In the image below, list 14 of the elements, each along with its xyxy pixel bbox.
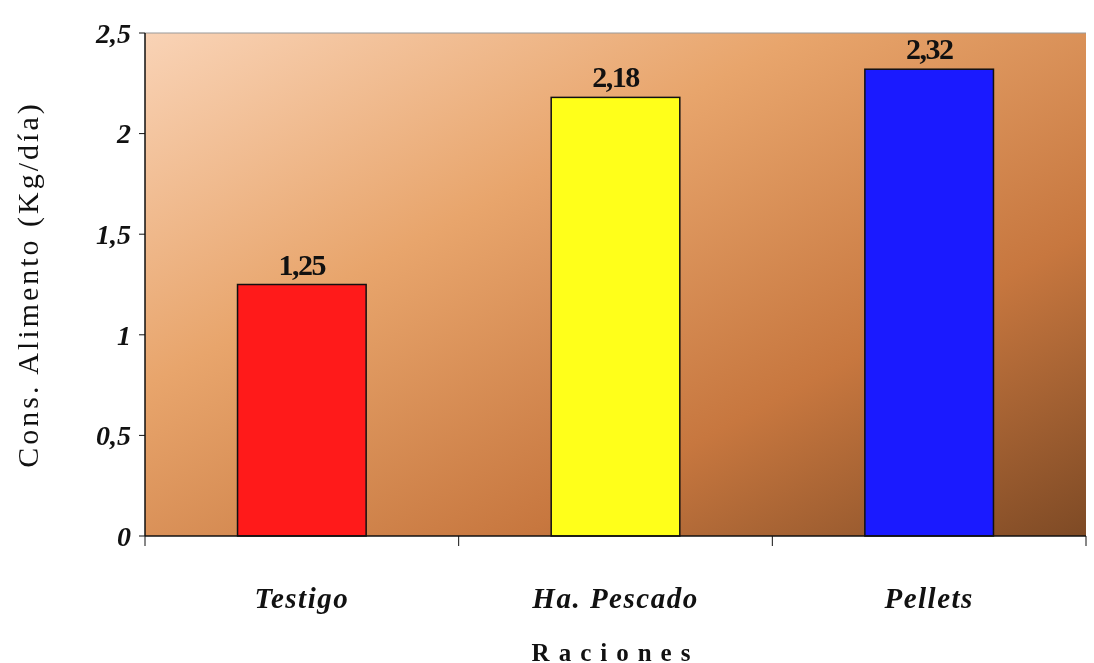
y-axis-title: Cons. Alimento (Kg/día) — [11, 101, 45, 468]
data-label: 1,25 — [278, 247, 326, 281]
y-tick-label: 2,5 — [95, 17, 131, 49]
x-axis-title: Raciones — [531, 639, 700, 663]
data-label: 2,18 — [592, 60, 640, 94]
y-tick-label: 1,5 — [96, 219, 131, 250]
x-tick-label: Testigo — [254, 582, 350, 614]
y-tick-label: 2 — [116, 118, 131, 150]
x-tick-label: Ha. Pescado — [531, 582, 699, 614]
data-label: 2,32 — [905, 32, 953, 66]
y-tick-label: 0 — [117, 520, 131, 552]
y-tick-label: 0,5 — [96, 420, 131, 452]
y-tick-label: 1 — [117, 319, 131, 351]
x-tick-label: Pellets — [883, 582, 974, 614]
